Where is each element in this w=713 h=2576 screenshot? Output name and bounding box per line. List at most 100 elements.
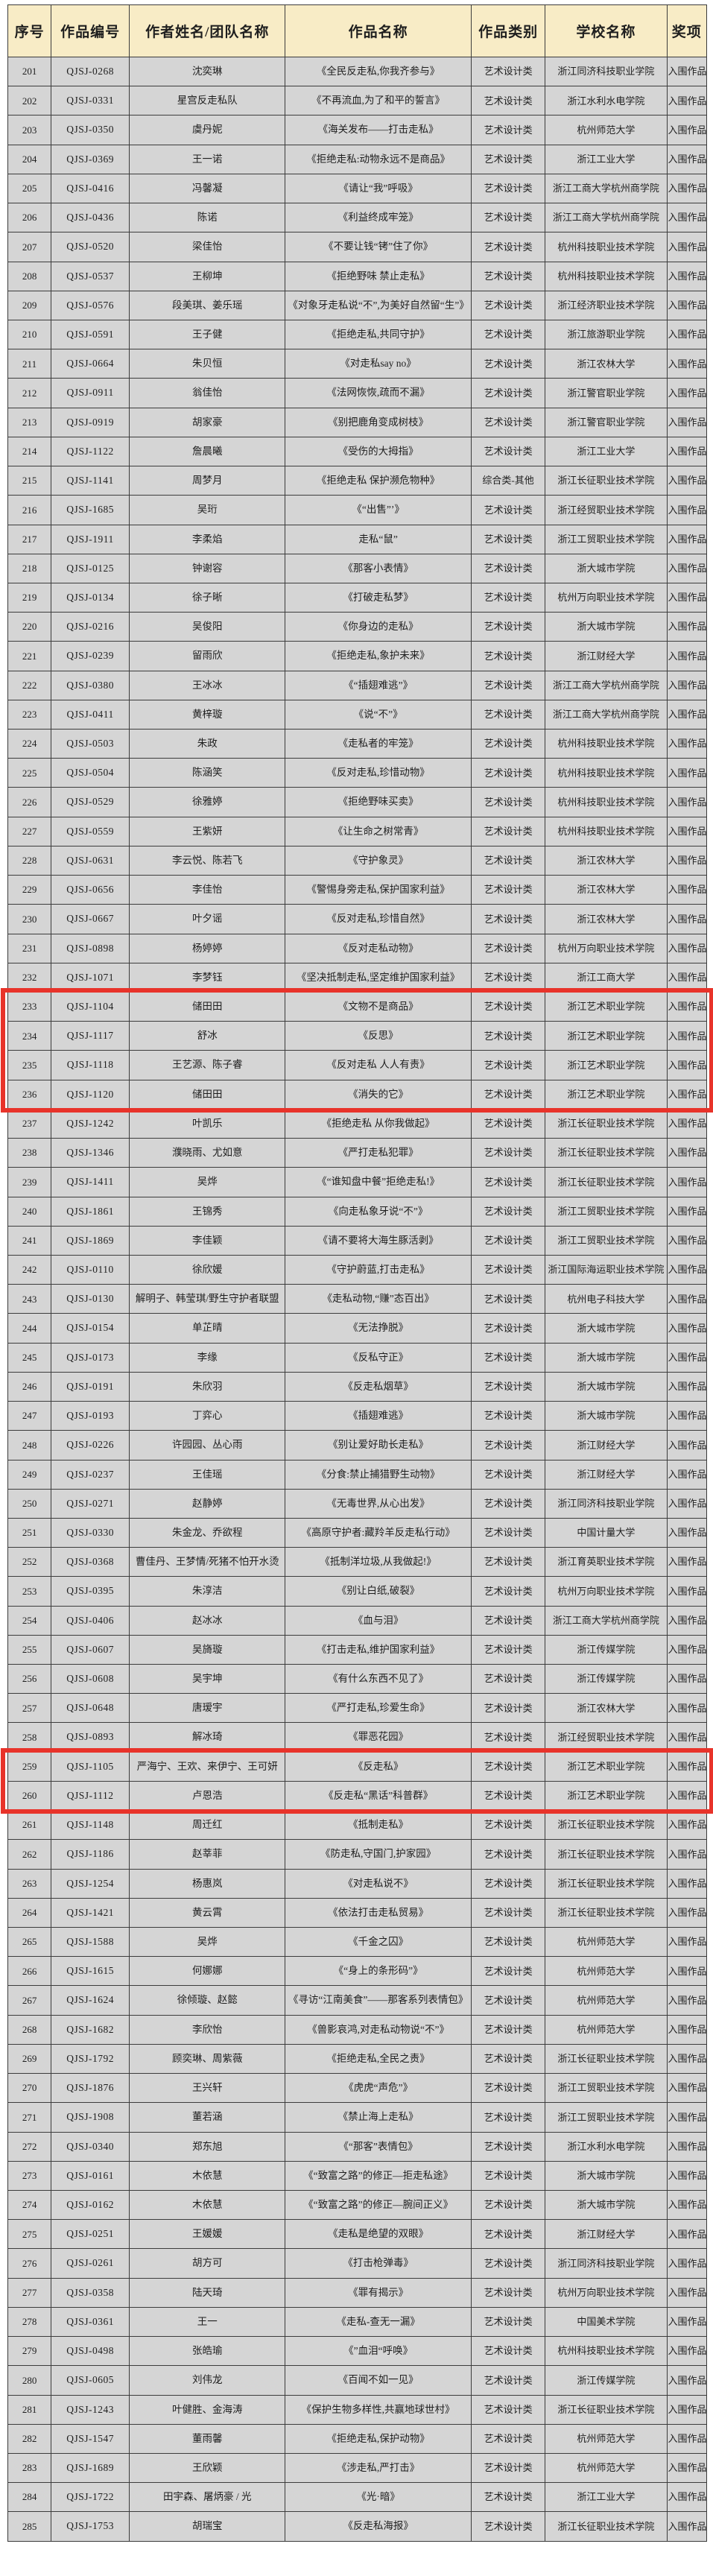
col-header-seq: 序号 bbox=[7, 4, 52, 57]
school-cell: 杭州师范大学 bbox=[545, 115, 668, 145]
author-cell: 周梦月 bbox=[129, 466, 286, 496]
award-cell: 入围作品 bbox=[666, 115, 707, 145]
title-cell: 《反思》 bbox=[285, 1021, 472, 1051]
table-row: 204 QJSJ-0369 王一诺 《拒绝走私:动物永远不是商品》 艺术设计类 浙江工业大… bbox=[7, 144, 707, 174]
seq-cell: 277 bbox=[7, 2277, 52, 2308]
table-row: 238 QJSJ-1346 濮晓雨、尤如意 《严打走私犯罪》 艺术设计类 浙江长征职业技术… bbox=[7, 1138, 707, 1168]
school-cell: 浙江农林大学 bbox=[545, 349, 668, 379]
category-cell: 艺术设计类 bbox=[470, 1196, 546, 1227]
seq-cell: 281 bbox=[7, 2394, 52, 2425]
title-cell: 《拒绝野味 禁止走私》 bbox=[285, 261, 472, 291]
school-cell: 浙江工商大学 bbox=[545, 962, 668, 993]
award-cell: 入围作品 bbox=[666, 729, 707, 759]
author-cell: 吴宇坤 bbox=[129, 1664, 286, 1694]
table-row: 256 QJSJ-0608 吴宇坤 《有什么东西不见了》 艺术设计类 浙江传媒学院 入围作品 bbox=[7, 1664, 707, 1694]
work-id-cell: QJSJ-0605 bbox=[51, 2365, 130, 2396]
col-header-award: 奖项 bbox=[666, 4, 707, 57]
seq-cell: 274 bbox=[7, 2189, 52, 2221]
award-cell: 入围作品 bbox=[666, 86, 707, 116]
table-row: 262 QJSJ-1186 赵莘菲 《防走私,守国门,护家园》 艺术设计类 浙江长征职业技… bbox=[7, 1839, 707, 1870]
seq-cell: 279 bbox=[7, 2336, 52, 2367]
title-cell: 《打破走私梦》 bbox=[285, 582, 472, 613]
title-cell: 《千金之囚》 bbox=[285, 1926, 472, 1958]
category-cell: 艺术设计类 bbox=[470, 2306, 546, 2338]
author-cell: 胡家豪 bbox=[129, 407, 286, 437]
title-cell: 《罪有揭示》 bbox=[285, 2277, 472, 2308]
seq-cell: 219 bbox=[7, 582, 52, 613]
author-cell: 严海宁、王欢、来伊宁、王可妍 bbox=[129, 1751, 286, 1782]
work-id-cell: QJSJ-0591 bbox=[51, 319, 130, 350]
table-row: 237 QJSJ-1242 叶凯乐 《拒绝走私 从你我做起》 艺术设计类 浙江长征职业技术… bbox=[7, 1108, 707, 1139]
title-cell: 《虎虎“声危”》 bbox=[285, 2073, 472, 2104]
work-id-cell: QJSJ-0350 bbox=[51, 115, 130, 145]
work-id-cell: QJSJ-0193 bbox=[51, 1401, 130, 1431]
school-cell: 浙江长征职业技术学院 bbox=[545, 1167, 668, 1197]
school-cell: 浙江水利水电学院 bbox=[545, 2131, 668, 2162]
table-row: 250 QJSJ-0271 赵静婷 《无毒世界,从心出发》 艺术设计类 浙江同济科技职业学… bbox=[7, 1488, 707, 1519]
school-cell: 浙大城市学院 bbox=[545, 1371, 668, 1402]
work-id-cell: QJSJ-0125 bbox=[51, 553, 130, 583]
work-id-cell: QJSJ-0667 bbox=[51, 904, 130, 934]
table-row: 279 QJSJ-0498 张皓瑜 《”血泪“呼唤》 艺术设计类 杭州科技职业技术学院 入围… bbox=[7, 2336, 707, 2367]
category-cell: 艺术设计类 bbox=[470, 1693, 546, 1724]
seq-cell: 263 bbox=[7, 1868, 52, 1899]
school-cell: 浙江工商大学杭州商学院 bbox=[545, 173, 668, 204]
school-cell: 杭州师范大学 bbox=[545, 2423, 668, 2454]
category-cell: 艺术设计类 bbox=[470, 612, 546, 642]
school-cell: 浙江警官职业学院 bbox=[545, 407, 668, 437]
work-id-cell: QJSJ-1869 bbox=[51, 1225, 130, 1256]
title-cell: 《拒绝走私,共同守护》 bbox=[285, 319, 472, 350]
work-id-cell: QJSJ-1685 bbox=[51, 495, 130, 525]
school-cell: 浙江财经大学 bbox=[545, 1430, 668, 1461]
author-cell: 陈诺 bbox=[129, 203, 286, 233]
table-row: 211 QJSJ-0664 朱贝恒 《对走私say no》 艺术设计类 浙江农林大学 入围作… bbox=[7, 349, 707, 379]
award-cell: 入围作品 bbox=[666, 1313, 707, 1344]
title-cell: 《利益终成牢笼》 bbox=[285, 203, 472, 233]
title-cell: 《兽影哀鸿,对走私动物说“不”》 bbox=[285, 2014, 472, 2045]
seq-cell: 207 bbox=[7, 232, 52, 262]
category-cell: 艺术设计类 bbox=[470, 2160, 546, 2191]
award-cell: 入围作品 bbox=[666, 2277, 707, 2308]
author-cell: 濮晓雨、尤如意 bbox=[129, 1138, 286, 1168]
work-id-cell: QJSJ-0239 bbox=[51, 641, 130, 671]
seq-cell: 203 bbox=[7, 115, 52, 145]
school-cell: 浙江工商大学杭州商学院 bbox=[545, 1605, 668, 1636]
seq-cell: 269 bbox=[7, 2043, 52, 2075]
work-id-cell: QJSJ-0911 bbox=[51, 378, 130, 408]
school-cell: 杭州师范大学 bbox=[545, 1956, 668, 1987]
seq-cell: 242 bbox=[7, 1254, 52, 1285]
seq-cell: 254 bbox=[7, 1605, 52, 1636]
table-row: 216 QJSJ-1685 吴珩 《“出售”’》 艺术设计类 浙江经贸职业技术学院 入围作品 bbox=[7, 495, 707, 525]
author-cell: 虞丹妮 bbox=[129, 115, 286, 145]
award-cell: 入围作品 bbox=[666, 2131, 707, 2162]
title-cell: 《走私者的牢笼》 bbox=[285, 729, 472, 759]
category-cell: 艺术设计类 bbox=[470, 1021, 546, 1051]
title-cell: 《反对走私 人人有责》 bbox=[285, 1050, 472, 1080]
author-cell: 何娜娜 bbox=[129, 1956, 286, 1987]
category-cell: 艺术设计类 bbox=[470, 2043, 546, 2075]
title-cell: 《反对走私动物》 bbox=[285, 933, 472, 963]
author-cell: 留雨欣 bbox=[129, 641, 286, 671]
seq-cell: 258 bbox=[7, 1722, 52, 1753]
work-id-cell: QJSJ-1254 bbox=[51, 1868, 130, 1899]
category-cell: 艺术设计类 bbox=[470, 904, 546, 934]
author-cell: 星宫反走私队 bbox=[129, 86, 286, 116]
header-row: 序号 作品编号 作者姓名/团队名称 作品名称 作品类别 学校名称 奖项 bbox=[7, 4, 707, 57]
seq-cell: 205 bbox=[7, 173, 52, 204]
author-cell: 木依慧 bbox=[129, 2189, 286, 2221]
author-cell: 王冰冰 bbox=[129, 670, 286, 700]
table-row: 284 QJSJ-1722 田宇森、屠炳豪 / 光《光·暗》 艺术设计类 浙江工业大学入… bbox=[7, 2482, 707, 2513]
seq-cell: 218 bbox=[7, 553, 52, 583]
author-cell: 储田田 bbox=[129, 991, 286, 1022]
title-cell: 《别把鹿角变成树枝》 bbox=[285, 407, 472, 437]
award-cell: 入围作品 bbox=[666, 1342, 707, 1373]
table-row: 260 QJSJ-1112 卢恩浩 《反走私“黑话”科普群》 艺术设计类 浙江艺术职业学院… bbox=[7, 1780, 707, 1811]
category-cell: 艺术设计类 bbox=[470, 2365, 546, 2396]
table-row: 221 QJSJ-0239 留雨欣 《拒绝走私,象护未来》 艺术设计类 浙江财经大学 入围作… bbox=[7, 641, 707, 671]
category-cell: 艺术设计类 bbox=[470, 1108, 546, 1139]
school-cell: 浙江工贸职业技术学院 bbox=[545, 1196, 668, 1227]
school-cell: 浙江艺术职业学院 bbox=[545, 1021, 668, 1051]
award-cell: 入围作品 bbox=[666, 582, 707, 613]
author-cell: 单芷晴 bbox=[129, 1313, 286, 1344]
category-cell: 艺术设计类 bbox=[470, 962, 546, 993]
